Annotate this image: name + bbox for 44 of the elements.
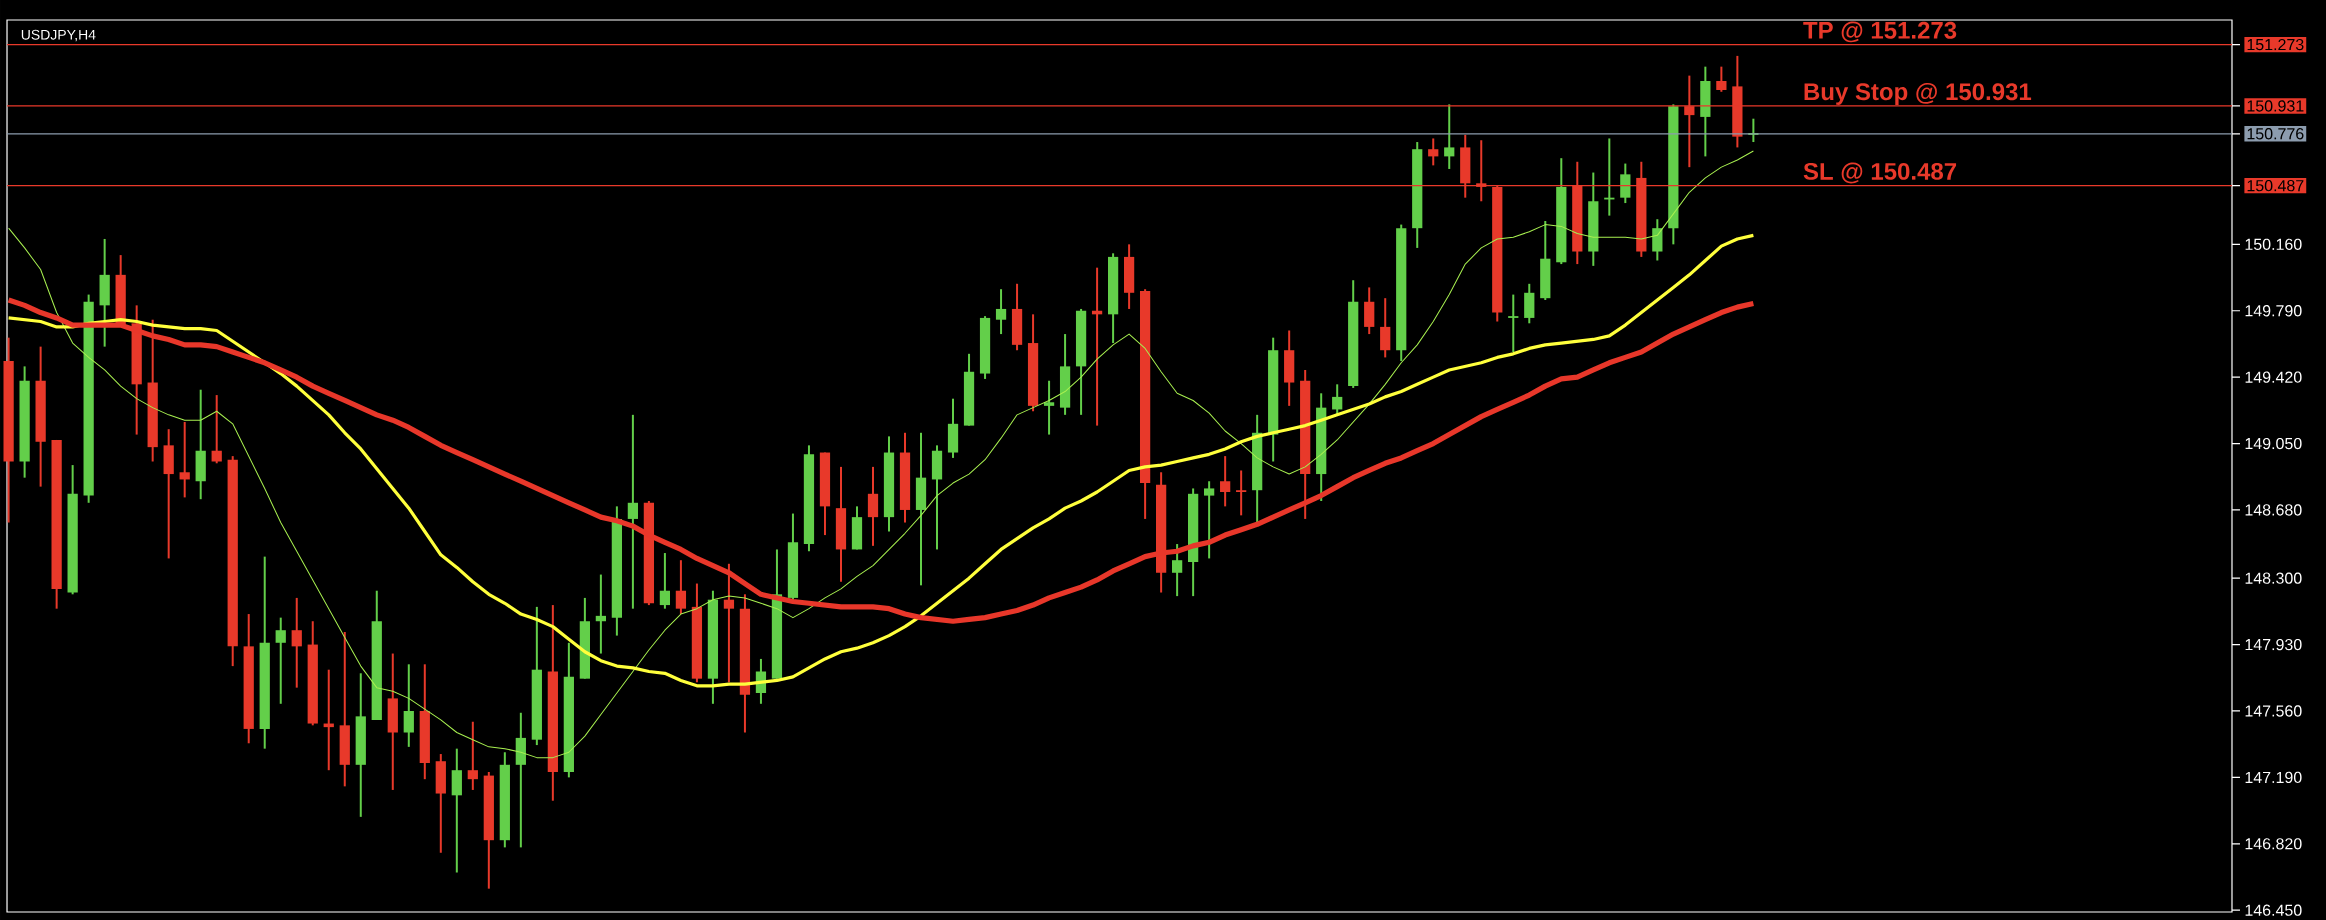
candlestick: [403, 663, 414, 748]
candlestick: [1508, 293, 1519, 354]
candlestick: [1620, 162, 1631, 205]
ref-line-label: TP @ 151.273: [1803, 21, 1957, 43]
y-tick-label: 150.776: [2247, 128, 2304, 140]
text: USDJPY,H4: [21, 29, 96, 42]
candlestick: [275, 616, 286, 705]
y-tick-label: 151.273: [2247, 38, 2304, 51]
candlestick: [1716, 65, 1727, 93]
candlestick: [1380, 297, 1391, 359]
candlestick: [595, 573, 606, 655]
candlestick: [1652, 218, 1663, 262]
candlestick: [1204, 480, 1215, 560]
candlestick: [995, 288, 1007, 336]
y-tick-label: 150.160: [2245, 238, 2302, 250]
y-tick-label: 147.930: [2245, 638, 2302, 651]
y-tick-label: 147.560: [2245, 705, 2302, 717]
candlestick: [1428, 137, 1439, 167]
candlestick: [291, 596, 302, 689]
y-tick-label: 149.050: [2245, 437, 2302, 450]
candlestick: [1043, 379, 1055, 436]
y-tick-label: 148.300: [2245, 572, 2302, 584]
y-tick-label: 149.790: [2245, 305, 2302, 317]
y-tick-label: 146.820: [2245, 838, 2302, 850]
candlestick: [1236, 469, 1247, 517]
candlestick: [1332, 383, 1343, 416]
y-tick-label: 148.680: [2245, 504, 2302, 516]
ref-line-label: SL @ 150.487: [1803, 162, 1957, 184]
candlestick: [1172, 543, 1183, 598]
candlestick: [211, 394, 222, 465]
candlestick: [467, 720, 478, 791]
candlestick: [1220, 455, 1231, 508]
candlestick: [1444, 103, 1455, 170]
candlestick: [867, 465, 879, 547]
candlestick: [675, 559, 687, 616]
candlestick: [179, 421, 190, 499]
y-tick-label: 147.190: [2245, 771, 2302, 784]
y-tick-label: 149.420: [2245, 371, 2302, 383]
candlestick: [659, 552, 671, 610]
candlestick: [627, 413, 639, 610]
y-tick-label: 150.931: [2247, 100, 2304, 112]
y-tick-label: 146.450: [2245, 904, 2302, 916]
y-tick-label: 150.487: [2247, 179, 2304, 192]
ref-line-label: Buy Stop @ 150.931: [1804, 82, 2032, 105]
